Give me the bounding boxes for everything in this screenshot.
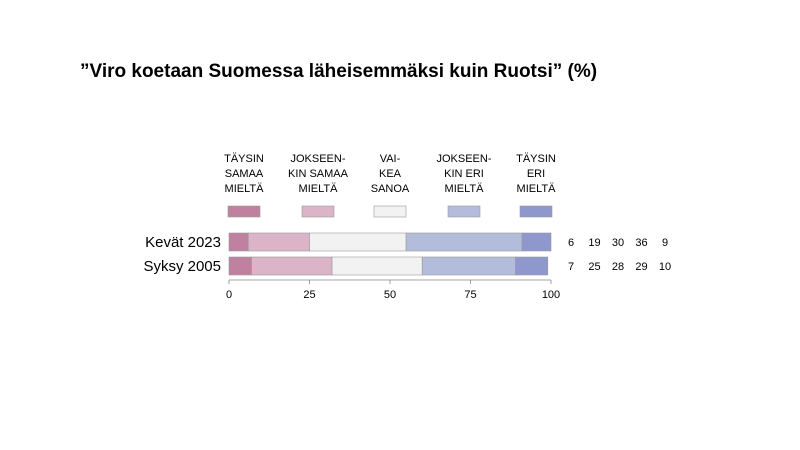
value-label: 36 xyxy=(635,237,647,249)
bar-segment xyxy=(251,256,333,276)
legend-swatch xyxy=(227,205,261,218)
value-label: 7 xyxy=(568,261,574,273)
bar-segment xyxy=(405,232,523,252)
bar-segment xyxy=(521,232,552,252)
bar-segment xyxy=(421,256,516,276)
legend-label: JOKSEEN- KIN ERI MIELTÄ xyxy=(436,153,492,195)
value-label: 25 xyxy=(588,261,600,273)
bar-segment xyxy=(309,232,407,252)
value-label: 29 xyxy=(635,261,647,273)
category-label: Kevät 2023 xyxy=(145,234,221,251)
value-label: 10 xyxy=(659,261,671,273)
chart-title: ”Viro koetaan Suomessa läheisemmäksi kui… xyxy=(80,61,597,82)
legend-label: VAI- KEA SANOA xyxy=(370,153,410,195)
legend-swatch xyxy=(519,205,553,218)
category-label: Syksy 2005 xyxy=(143,258,221,275)
x-tick-label: 0 xyxy=(226,289,232,301)
value-label: 19 xyxy=(588,237,600,249)
value-label: 9 xyxy=(662,237,668,249)
x-tick-label: 100 xyxy=(542,289,560,301)
x-tick-label: 25 xyxy=(303,289,315,301)
legend-label: TÄYSIN SAMAA MIELTÄ xyxy=(224,153,264,195)
legend-label: TÄYSIN ERI MIELTÄ xyxy=(516,153,556,195)
bar-segment xyxy=(228,232,249,252)
legend-label: JOKSEEN- KIN SAMAA MIELTÄ xyxy=(288,153,348,195)
bar-segment xyxy=(515,256,549,276)
value-label: 6 xyxy=(568,237,574,249)
bar-segment xyxy=(331,256,423,276)
value-label: 28 xyxy=(612,261,624,273)
bar-segment xyxy=(248,232,310,252)
bar-segment xyxy=(228,256,252,276)
x-tick-label: 50 xyxy=(384,289,396,301)
x-tick-label: 75 xyxy=(464,289,476,301)
legend-swatch xyxy=(447,205,481,218)
value-label: 30 xyxy=(612,237,624,249)
legend-swatch xyxy=(301,205,335,218)
legend-swatch xyxy=(373,205,407,218)
